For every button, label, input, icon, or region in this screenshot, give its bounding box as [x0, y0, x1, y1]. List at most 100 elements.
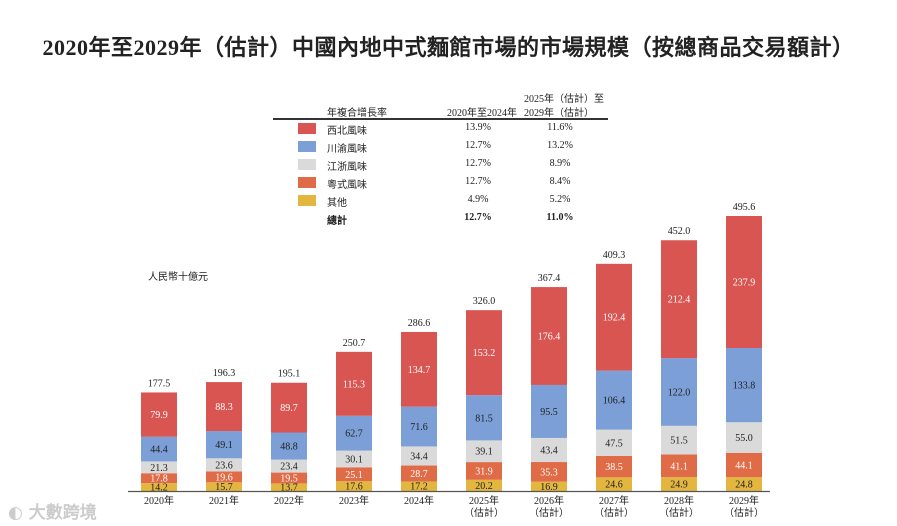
bar-segment — [141, 436, 177, 462]
data-label: 13.7 — [280, 483, 298, 494]
total-label: 367.4 — [538, 273, 561, 284]
data-label: 237.9 — [733, 278, 756, 289]
bar-segment — [206, 471, 242, 483]
data-label: 21.3 — [150, 463, 168, 474]
data-label: 48.8 — [280, 442, 298, 453]
legend-item-name: 粵式風味 — [327, 180, 367, 191]
bar-segment — [336, 481, 372, 491]
bar-segment — [141, 461, 177, 474]
bar-segment — [596, 455, 632, 478]
x-tick-label: 2023年 — [339, 494, 369, 507]
bar-segment — [401, 465, 437, 482]
bar-segment — [596, 263, 632, 371]
legend-swatch — [298, 123, 316, 134]
data-label: 122.0 — [668, 387, 691, 398]
bar-segment — [726, 422, 762, 453]
x-tick-label: 2021年 — [209, 494, 239, 507]
legend-total-cagr-2025-2029: 11.0% — [546, 212, 574, 223]
bar-segment — [661, 425, 697, 455]
data-label: 51.5 — [670, 436, 688, 447]
legend-item-cagr-2020-2024: 12.7% — [465, 176, 491, 187]
total-label: 452.0 — [668, 226, 691, 237]
bar-segment — [271, 459, 307, 473]
bar-segment — [661, 358, 697, 426]
legend-swatch — [298, 195, 316, 206]
data-label: 133.8 — [733, 381, 756, 392]
bar-segment — [141, 483, 177, 491]
data-label: 31.9 — [475, 466, 493, 477]
data-label: 89.7 — [280, 403, 298, 414]
data-label: 134.7 — [408, 365, 431, 376]
bar-segment — [271, 432, 307, 460]
data-label: 39.1 — [475, 447, 493, 458]
bar-segment — [336, 351, 372, 416]
bar-segment — [531, 437, 567, 463]
data-label: 38.5 — [605, 462, 623, 473]
data-label: 44.1 — [735, 461, 753, 472]
chart-title: 2020年至2029年（估計）中國內地中式麵館市場的市場規模（按總商品交易額計） — [42, 35, 855, 60]
bar-segment — [726, 477, 762, 491]
x-tick-label: （估計） — [594, 506, 634, 519]
total-label: 409.3 — [603, 250, 626, 261]
data-label: 24.8 — [735, 480, 753, 491]
data-label: 23.4 — [280, 462, 298, 473]
bar-segment — [336, 415, 372, 451]
legend-item-cagr-2020-2024: 13.9% — [465, 122, 491, 133]
x-tick-label: 2026年 — [534, 494, 564, 507]
bar-segment — [206, 431, 242, 459]
bar-segment — [596, 429, 632, 456]
legend-item-cagr-2025-2029: 8.9% — [549, 158, 571, 169]
legend-item-cagr-2020-2024: 4.9% — [467, 194, 489, 205]
legend-divider — [273, 118, 608, 120]
legend-header-label: 年複合增長率 — [327, 108, 387, 119]
data-label: 19.6 — [215, 472, 233, 483]
bar-segment — [726, 216, 762, 349]
data-label: 212.4 — [668, 295, 691, 306]
data-label: 88.3 — [215, 402, 233, 413]
data-label: 16.9 — [540, 482, 558, 493]
data-label: 17.6 — [345, 482, 363, 493]
legend-item-name: 西北風味 — [327, 126, 367, 137]
bar-segment — [531, 481, 567, 491]
x-tick-label: 2024年 — [404, 494, 434, 507]
bar-segment — [531, 384, 567, 438]
x-tick-label: （估計） — [724, 506, 764, 519]
data-label: 43.4 — [540, 445, 558, 456]
bar-segment — [401, 406, 437, 447]
bar-segment — [206, 482, 242, 491]
bar-segment — [596, 477, 632, 491]
legend-item-cagr-2025-2029: 13.2% — [547, 140, 573, 151]
data-label: 25.1 — [345, 470, 363, 481]
x-tick-label: 2027年 — [599, 494, 629, 507]
bar-segment — [531, 462, 567, 482]
bar-segment — [466, 479, 502, 491]
bar-segment — [401, 446, 437, 466]
watermark-logo: ◐ 大數跨境 — [8, 503, 97, 523]
data-label: 17.8 — [150, 474, 168, 485]
data-label: 15.7 — [215, 482, 233, 493]
bar-segment — [401, 331, 437, 407]
bar-segment — [661, 454, 697, 478]
bar-segment — [726, 452, 762, 478]
bar-segment — [466, 462, 502, 480]
legend-item-name: 其他 — [327, 198, 347, 209]
bar-segment — [466, 310, 502, 396]
bar-segment — [206, 382, 242, 432]
legend-swatch — [298, 159, 316, 170]
bar-segment — [271, 483, 307, 491]
data-label: 153.2 — [473, 348, 496, 359]
data-label: 176.4 — [538, 332, 561, 343]
data-label: 30.1 — [345, 454, 363, 465]
legend-item-name: 川渝風味 — [327, 144, 367, 155]
bar-segment — [141, 473, 177, 484]
legend-header-col2-line2: 2029年（估計） — [524, 108, 594, 119]
legend-item-cagr-2025-2029: 8.4% — [549, 176, 571, 187]
bar-segment — [596, 370, 632, 430]
total-label: 250.7 — [343, 338, 366, 349]
data-label: 79.9 — [150, 410, 168, 421]
legend-swatch — [298, 177, 316, 188]
x-tick-label: （估計） — [464, 506, 504, 519]
bar-segment — [726, 348, 762, 423]
